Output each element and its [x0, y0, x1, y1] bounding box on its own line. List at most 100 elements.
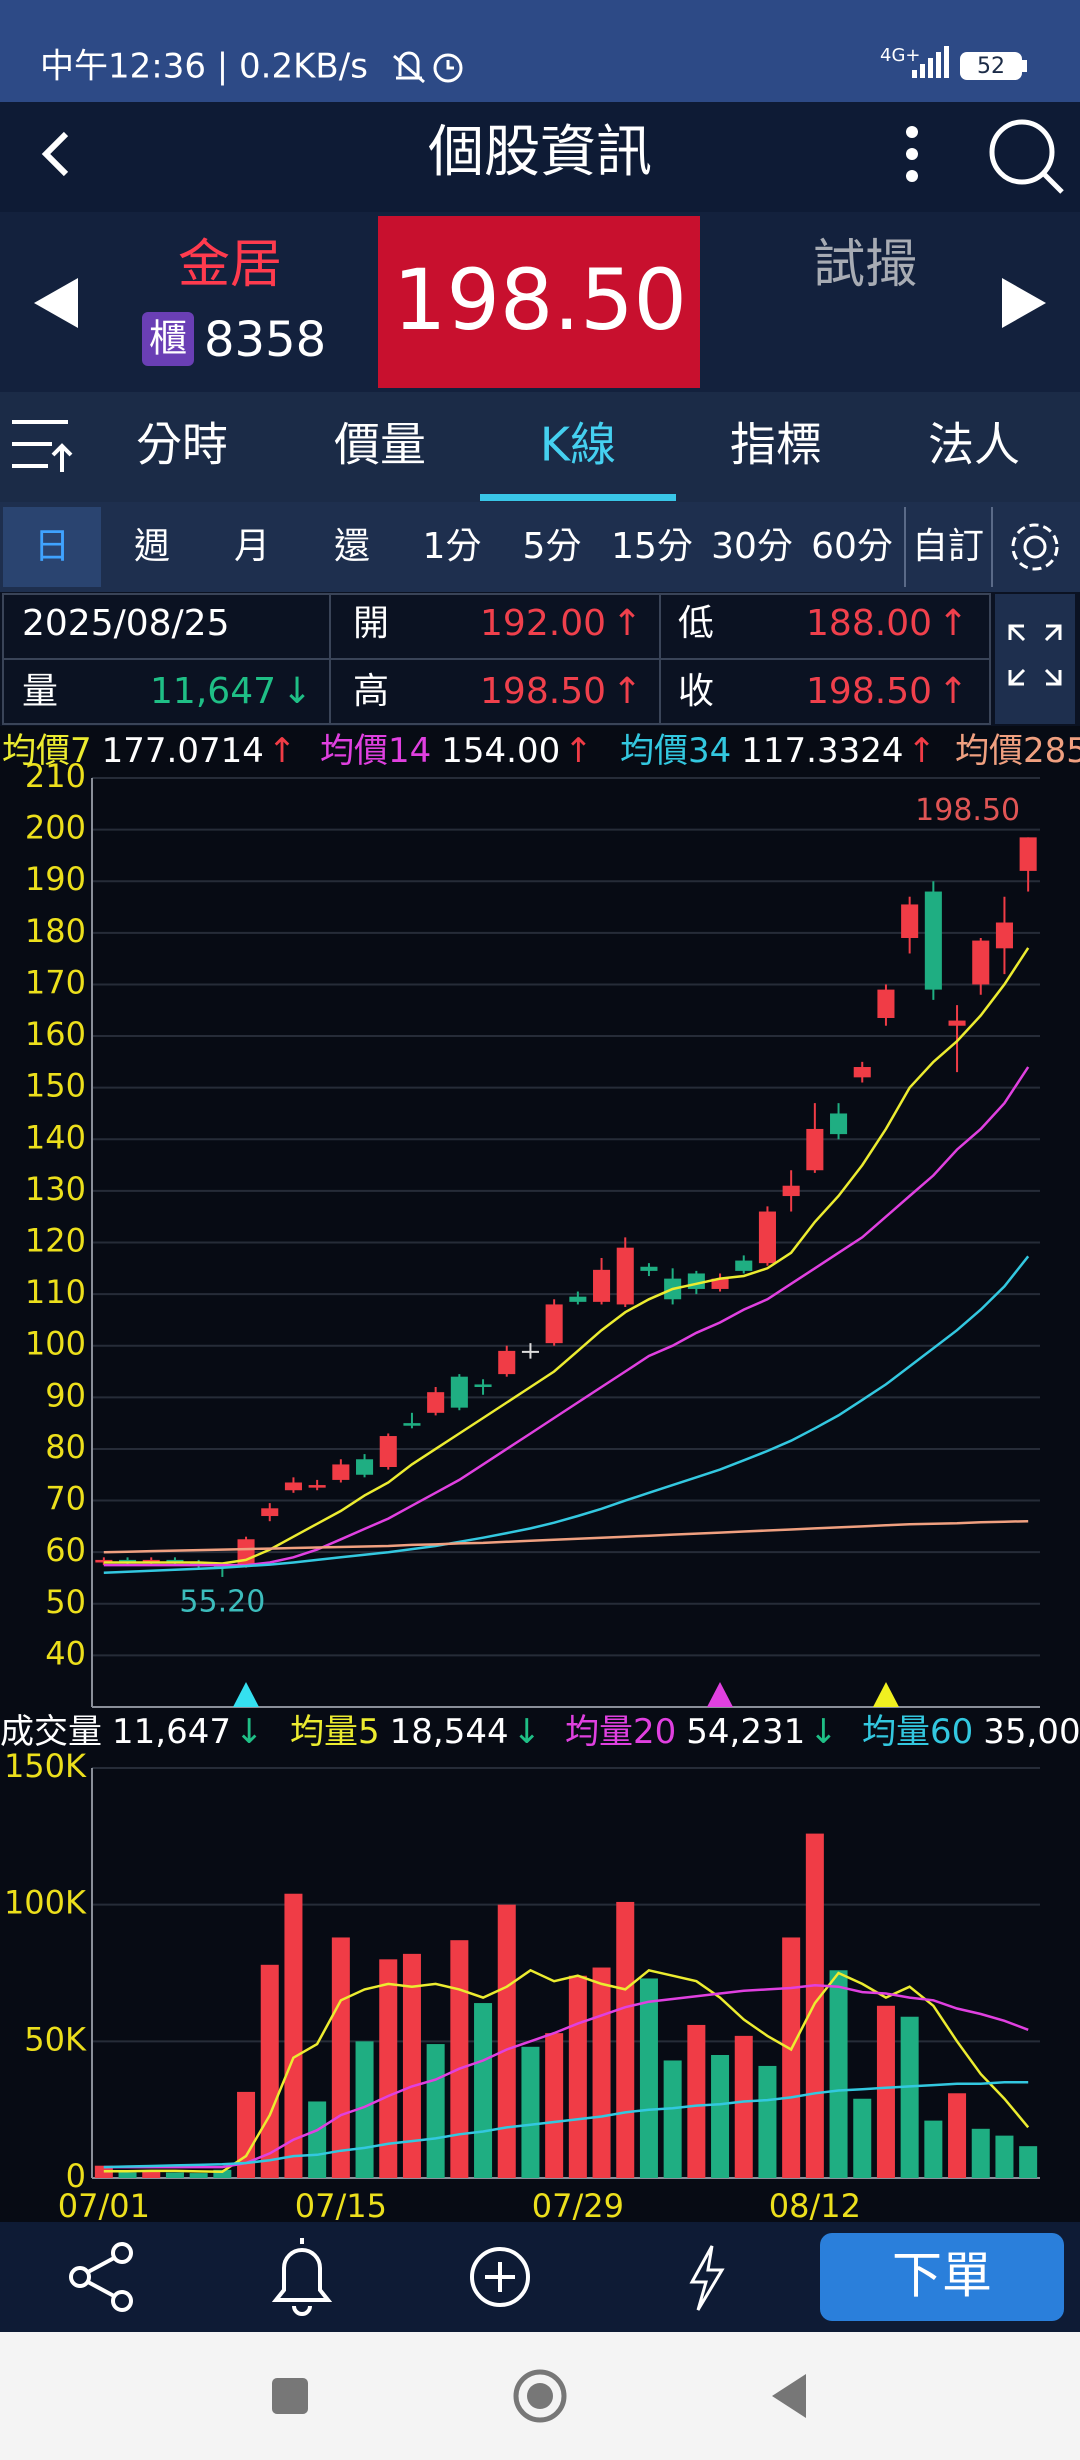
y-tick-label: 100K: [4, 1884, 87, 1922]
home-button-dot: [527, 2383, 553, 2409]
home-button[interactable]: [513, 2369, 567, 2423]
quote-label: 高: [353, 671, 389, 712]
volume-bar: [521, 2046, 540, 2178]
volume-bar: [118, 2172, 137, 2178]
tab-label[interactable]: 法人: [928, 418, 1020, 472]
candle-body: [806, 1128, 824, 1171]
candle-body: [427, 1392, 445, 1413]
legend-arrow: ↓: [809, 1712, 838, 1752]
period-label[interactable]: 週: [134, 526, 170, 567]
status-bar: [0, 0, 1080, 102]
volume-bar: [568, 1975, 587, 2178]
recents-button[interactable]: [272, 2378, 308, 2414]
volume-bar: [189, 2173, 208, 2178]
legend-name: 均量60: [862, 1712, 973, 1752]
app-header: [0, 102, 1080, 212]
period-label[interactable]: 30分: [711, 526, 793, 567]
volume-bar: [355, 2041, 374, 2178]
volume-bar: [758, 2065, 777, 2178]
tab-label[interactable]: 價量: [334, 418, 426, 472]
legend-value: 18,544: [390, 1712, 509, 1752]
price-box: [378, 216, 700, 388]
menu-button[interactable]: [12, 420, 73, 472]
candle-body: [474, 1384, 492, 1388]
charts: 40 50 60 70 80 90 100 110 120 130 140 150 160 170 180 1…: [0, 731, 1080, 2226]
legend-item: 均量20 54,231 ↓: [565, 1712, 838, 1752]
volume-bar: [260, 1964, 279, 2178]
period-label[interactable]: 60分: [811, 526, 893, 567]
candle-body: [190, 1562, 208, 1566]
ma-line: [103, 947, 1030, 1565]
legend-name: 均價34: [620, 731, 731, 771]
y-tick-label: 50K: [24, 2020, 87, 2058]
legend-item: 均價34 117.3324 ↑: [620, 731, 936, 771]
battery-icon: [960, 52, 1022, 80]
candle-body: [972, 940, 990, 985]
network-label: 4G+: [880, 45, 920, 66]
volume-bar: [545, 2033, 564, 2178]
legend-item: 均價14 154.00 ↑: [320, 731, 593, 771]
volume-bar: [402, 1953, 421, 2178]
period-label[interactable]: 日: [34, 526, 70, 567]
alert-button[interactable]: [271, 2238, 333, 2316]
prev-stock-button[interactable]: [34, 278, 78, 328]
chart-area: [0, 726, 1080, 2222]
legend-arrow: ↓: [235, 1712, 264, 1752]
market-label: 櫃: [149, 317, 187, 361]
y-tick-label: 210: [25, 757, 86, 795]
y-tick-label: 80: [45, 1428, 86, 1466]
quote-label: 量: [22, 671, 58, 712]
candle-body: [521, 1350, 539, 1353]
period-label[interactable]: 月: [234, 526, 270, 567]
candle-body: [569, 1296, 587, 1302]
ma-line: [103, 1066, 1030, 1567]
period-label[interactable]: 15分: [611, 526, 693, 567]
period-label[interactable]: 自訂: [912, 526, 984, 567]
volume-bar: [450, 1940, 469, 2178]
candle-body: [356, 1459, 374, 1475]
flash-button[interactable]: [689, 2245, 725, 2311]
period-label[interactable]: 1分: [423, 526, 482, 567]
volume-bar: [616, 1901, 635, 2178]
quote-value: 188.00: [806, 603, 932, 644]
candle-body: [332, 1464, 350, 1480]
candle-body: [782, 1185, 800, 1197]
legend-name: 成交量: [0, 1712, 102, 1752]
volume-bar: [663, 2060, 682, 2178]
volume-bar: [876, 2005, 895, 2178]
order-button[interactable]: [820, 2233, 1064, 2321]
tab-label[interactable]: K線: [540, 418, 616, 472]
x-tick-label: 07/29: [532, 2187, 624, 2225]
volume-bar: [995, 2135, 1014, 2178]
more-button[interactable]: [906, 126, 918, 182]
low-annotation: 55.20: [179, 1584, 265, 1619]
candle-body: [830, 1113, 848, 1135]
y-tick-label: 200: [25, 809, 86, 847]
y-tick-label: 110: [25, 1273, 86, 1311]
legend-item: 成交量 11,647 ↓: [0, 1712, 263, 1752]
expand-button[interactable]: [995, 594, 1075, 724]
candle-body: [687, 1273, 705, 1289]
period-label[interactable]: 還: [334, 526, 370, 567]
quote-date: 2025/08/25: [22, 603, 230, 644]
tab-label[interactable]: 指標: [730, 418, 822, 472]
stock-price: 198.50: [393, 251, 687, 349]
next-stock-button[interactable]: [1002, 278, 1046, 328]
order-button-label[interactable]: 下單: [892, 2247, 992, 2305]
status-icons: [393, 51, 463, 84]
volume-bar: [379, 1959, 398, 2178]
add-button[interactable]: [470, 2247, 530, 2307]
tab-label[interactable]: 分時: [136, 418, 228, 472]
trade-status: 試撮: [813, 235, 917, 295]
signal-marker: [233, 1682, 259, 1707]
settings-button[interactable]: [1011, 523, 1059, 571]
back-nav-button[interactable]: [772, 2374, 806, 2418]
x-tick-label: 07/01: [58, 2187, 150, 2225]
y-tick-label: 50: [45, 1583, 86, 1621]
back-button[interactable]: [41, 131, 69, 177]
search-button[interactable]: [989, 119, 1064, 194]
share-button[interactable]: [69, 2242, 133, 2312]
period-label[interactable]: 5分: [523, 526, 582, 567]
candle-body: [948, 1020, 966, 1026]
